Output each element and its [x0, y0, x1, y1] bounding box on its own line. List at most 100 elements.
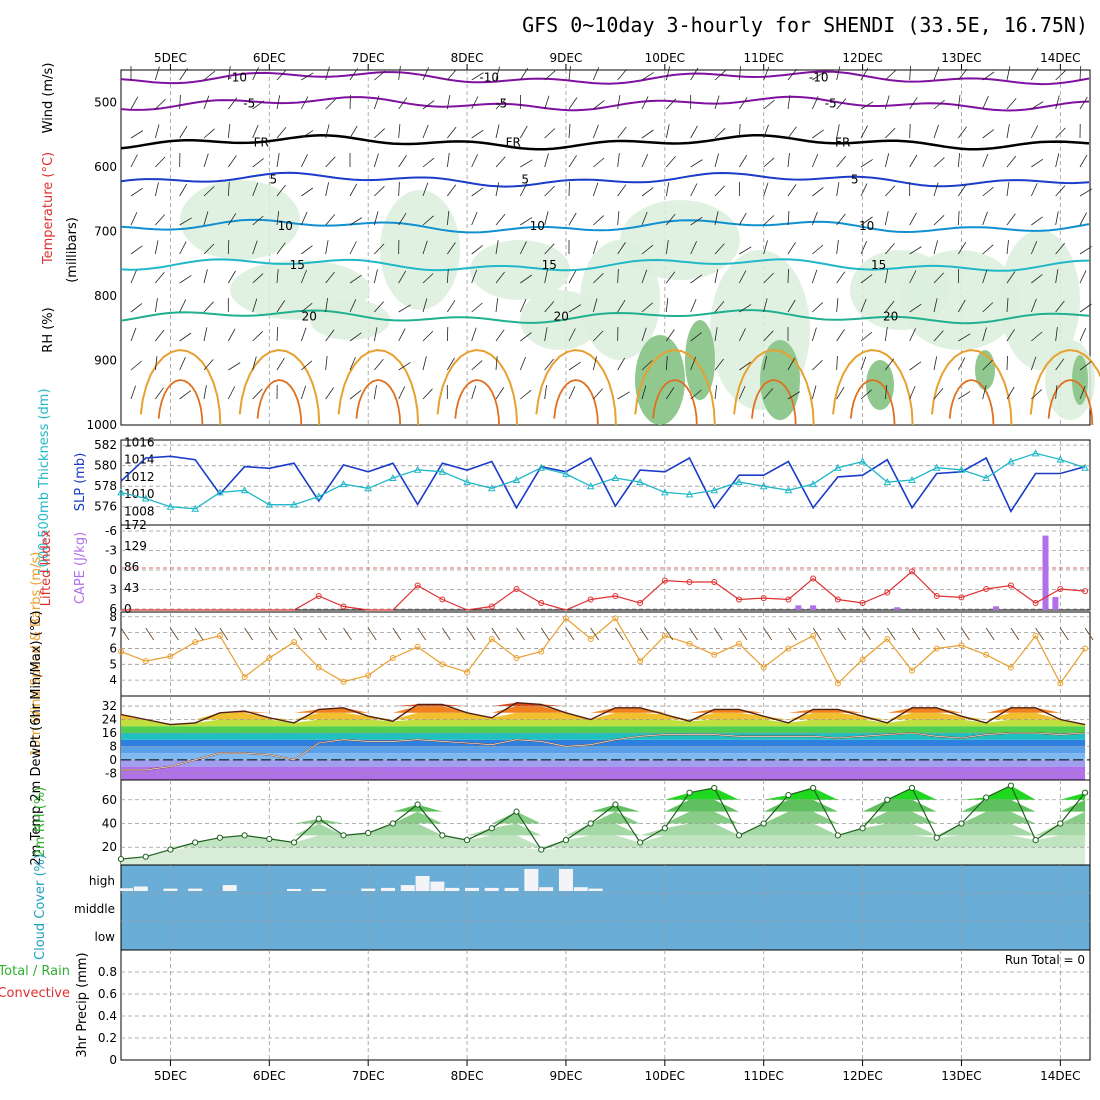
- rh-point: [587, 820, 594, 827]
- wind-barb: [593, 100, 605, 110]
- rh-point: [884, 796, 891, 803]
- wind-barb: [714, 385, 718, 400]
- wind-barb: [1055, 153, 1060, 168]
- wind-barb: [227, 270, 236, 284]
- warm-contour: [337, 348, 420, 426]
- high-cloud-bar: [400, 885, 415, 891]
- thickness-point: [883, 478, 892, 486]
- bottom-date-label: 11DEC: [743, 1069, 783, 1083]
- wind-barb: [787, 126, 797, 139]
- isotherm-line: [120, 309, 1090, 325]
- wind-barb: [471, 385, 477, 400]
- bottom-date-label: 7DEC: [352, 1069, 385, 1083]
- rh-point: [290, 839, 298, 846]
- wind-barb: [763, 272, 774, 284]
- rh-line: [120, 784, 1086, 860]
- panel-thickness-slp: 1000-500mb Thickness (dm) SLP (mb) 576 57…: [37, 388, 1091, 576]
- wind-barb: [617, 184, 627, 197]
- wind-barb: [1055, 95, 1060, 110]
- wind-barb: [422, 240, 428, 255]
- thickness-point: [611, 473, 620, 481]
- rh-point: [538, 846, 545, 853]
- wind-speed-point: [315, 664, 322, 671]
- high-cloud-bar: [539, 887, 554, 891]
- wind-barb: [617, 268, 619, 284]
- wind-barb: [544, 128, 556, 139]
- warm-contour: [157, 379, 204, 426]
- wind-barb: [422, 124, 429, 139]
- wind-barb: [666, 271, 676, 284]
- wind-barb: [398, 124, 401, 139]
- wind-speed-point: [340, 678, 347, 685]
- li-point: [513, 586, 520, 592]
- wind-barb: [276, 357, 285, 371]
- thickness-point: [586, 482, 595, 490]
- thickness-point: [809, 480, 817, 488]
- temp-band: [121, 702, 1086, 707]
- wind-barb: [958, 333, 971, 342]
- wind-barb-10m: [615, 627, 624, 641]
- wind-barb-10m: [318, 627, 328, 641]
- wind-barb: [836, 182, 840, 197]
- wind-barb: [909, 123, 911, 139]
- wind-barb: [301, 187, 314, 197]
- wind-barb-10m: [689, 627, 698, 641]
- wind-barb: [1006, 329, 1015, 342]
- wind-barb: [1030, 356, 1037, 371]
- wind-barb: [447, 126, 457, 139]
- wind-barb: [325, 329, 335, 342]
- precip-tick-label: 0.4: [98, 1009, 117, 1023]
- wind-barb: [155, 387, 164, 400]
- wind-barb: [300, 269, 307, 284]
- wind-barb: [1079, 65, 1082, 81]
- wind-barb: [811, 269, 818, 284]
- li-point: [958, 594, 965, 601]
- wind-barb: [130, 187, 143, 197]
- li-point: [488, 603, 495, 610]
- wind-barb: [739, 361, 752, 371]
- thickness-point: [240, 486, 249, 494]
- wind-speed-point: [167, 653, 174, 660]
- wind-barb: [203, 128, 215, 139]
- wind-barb: [495, 329, 505, 342]
- wind-barb: [446, 268, 449, 284]
- wind-barb: [763, 99, 775, 110]
- li-point: [760, 595, 767, 602]
- wind-barb: [373, 385, 377, 400]
- wind-barb: [812, 360, 823, 371]
- panel-cloud: Cloud Cover (%) high middle low: [33, 854, 1091, 960]
- wind-barb: [884, 153, 890, 168]
- li-point: [587, 596, 594, 603]
- wind-tick-label: 6: [109, 641, 117, 655]
- wind-barb: [617, 211, 620, 226]
- wind-barb: [1006, 355, 1008, 371]
- wind-barb: [738, 154, 748, 168]
- wind-barb: [130, 385, 136, 400]
- wind-barb: [812, 129, 824, 139]
- wind-barb: [884, 95, 890, 110]
- wind-barb: [666, 213, 676, 226]
- high-cloud-bar: [133, 886, 148, 891]
- wind-barb: [933, 215, 945, 226]
- isotherm-label: 15: [542, 258, 557, 272]
- wind-barb: [228, 362, 241, 371]
- wind-barb: [519, 67, 529, 81]
- rh-point: [488, 825, 495, 832]
- bottom-date-label: 10DEC: [645, 1069, 685, 1083]
- wind-barb: [884, 211, 889, 226]
- wind-barb: [1079, 246, 1092, 255]
- wind-barb: [203, 211, 209, 226]
- wind-barb: [836, 298, 839, 313]
- warm-contour: [751, 379, 797, 426]
- wind-barb: [130, 360, 142, 371]
- wind-tick-label: 8: [109, 610, 117, 624]
- wind-barb: [1031, 158, 1044, 168]
- rh-point: [463, 837, 471, 844]
- wind-barb: [154, 240, 159, 255]
- wind-barb: [836, 386, 845, 400]
- wind-barb: [641, 96, 649, 110]
- rh-shade: [380, 190, 460, 310]
- thickness-point: [314, 492, 323, 500]
- wind-barb-10m: [985, 627, 995, 641]
